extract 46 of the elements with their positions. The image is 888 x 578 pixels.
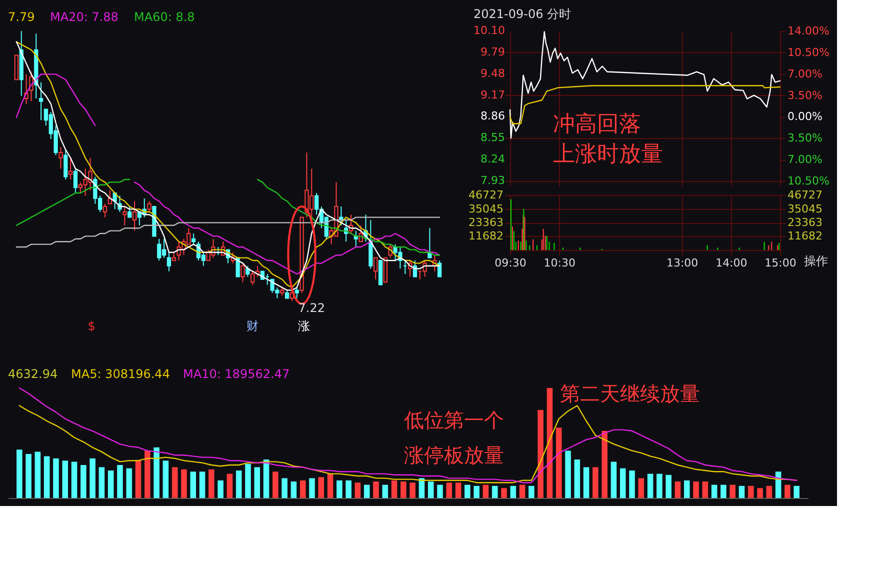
- y-tick-label: 9.79: [480, 45, 505, 58]
- y2-tick-label: 14.00%: [788, 24, 830, 38]
- y-tick-label: 8.86: [480, 110, 505, 123]
- y2-tick-label: 35045: [788, 202, 822, 216]
- y-tick-label: 46727: [468, 188, 504, 202]
- y-tick-label: 8.24: [480, 152, 505, 166]
- y-tick-label: 7.93: [480, 174, 505, 187]
- text: 4632.94: [8, 367, 58, 381]
- x-tick-label: 13:00: [666, 256, 698, 270]
- x-tick-label: 10:30: [544, 256, 576, 270]
- y-tick-label: 35045: [468, 202, 504, 216]
- y2-tick-label: 0.00%: [788, 110, 822, 124]
- text: 操作: [804, 254, 828, 268]
- text: 财: [246, 319, 259, 333]
- y2-tick-label: 7.00%: [788, 153, 822, 166]
- text: MA5: 308196.44: [71, 367, 170, 381]
- text: 涨: [298, 319, 310, 333]
- annotation: 冲高回落: [553, 112, 642, 137]
- y2-tick-label: 11682: [788, 230, 822, 243]
- text: MA60: 8.8: [134, 10, 195, 24]
- annotation: 7.22: [298, 301, 325, 315]
- y-tick-label: 10.10: [474, 24, 505, 37]
- annotation: 上涨时放量: [553, 142, 664, 167]
- y2-tick-label: 7.00%: [788, 67, 822, 80]
- chart-title: 2021-09-06 分时: [474, 7, 572, 21]
- y2-tick-label: 3.50%: [788, 132, 822, 145]
- x-tick-label: 14:00: [716, 256, 748, 270]
- x-tick-label: 15:00: [764, 256, 796, 270]
- y-tick-label: 23363: [468, 216, 504, 229]
- y-tick-label: 9.17: [480, 88, 505, 102]
- series-label: 7.79: [8, 10, 35, 24]
- annotation: 涨停板放量: [404, 443, 504, 468]
- y2-tick-label: 10.50%: [788, 46, 830, 59]
- text: MA20: 7.88: [50, 10, 118, 24]
- y2-tick-label: 46727: [788, 188, 822, 202]
- text: $: [88, 319, 96, 333]
- y-tick-label: 9.48: [480, 66, 505, 80]
- annotation: 第二天继续放量: [560, 382, 700, 406]
- y-tick-label: 8.55: [480, 131, 505, 144]
- x-tick-label: 09:30: [494, 256, 526, 270]
- text: MA10: 189562.47: [183, 367, 290, 381]
- y2-tick-label: 10.50%: [788, 174, 830, 188]
- annotation: 低位第一个: [404, 408, 504, 432]
- y-tick-label: 11682: [468, 230, 504, 243]
- y2-tick-label: 23363: [788, 216, 822, 229]
- y2-tick-label: 3.50%: [788, 88, 822, 102]
